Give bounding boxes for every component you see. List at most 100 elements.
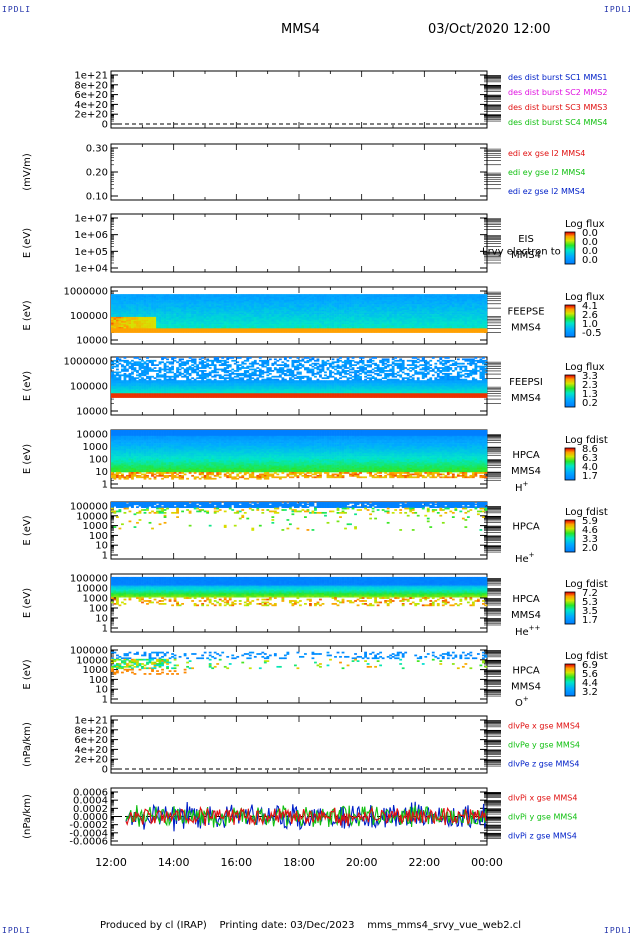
heatmap-cell xyxy=(444,331,447,333)
heatmap-cell xyxy=(126,364,129,366)
heatmap-cell xyxy=(179,331,182,333)
heatmap-cell xyxy=(194,331,197,333)
heatmap-cell xyxy=(259,331,262,333)
heatmap-cell xyxy=(359,331,362,333)
heatmap-cell xyxy=(134,331,137,333)
heatmap-cell xyxy=(289,331,292,333)
y-axis-label: E (eV) xyxy=(22,371,33,401)
heatmap-cell xyxy=(334,331,337,333)
heatmap-cell xyxy=(249,331,252,333)
heatmap-cell xyxy=(274,331,277,333)
heatmap-cell xyxy=(404,331,407,333)
y-tick-label: 0 xyxy=(102,120,108,131)
heatmap-cell xyxy=(312,331,315,333)
heatmap-cell xyxy=(309,331,312,333)
heatmap-cell xyxy=(414,331,417,333)
heatmap-cell xyxy=(239,331,242,333)
heatmap-cell xyxy=(121,370,124,372)
heatmap-cell xyxy=(139,369,142,371)
heatmap-cell xyxy=(474,331,477,333)
y-tick-label: 1e+05 xyxy=(74,247,108,258)
heatmap-cell xyxy=(304,331,307,333)
heatmap-cell xyxy=(169,331,172,333)
heatmap-cell xyxy=(214,331,217,333)
heatmap-cell xyxy=(181,331,184,333)
heatmap-cell xyxy=(221,331,224,333)
heatmap-cell xyxy=(457,331,460,333)
y-axis-label: (mV/m) xyxy=(22,153,33,191)
overlay-text: Lrvy electron to xyxy=(482,247,561,258)
heatmap-cell xyxy=(114,396,117,398)
heatmap-cell xyxy=(347,331,350,333)
legend-entry: des dist burst SC1 MMS1 xyxy=(508,73,607,82)
heatmap-cell xyxy=(136,331,139,333)
heatmap-cell xyxy=(327,331,330,333)
heatmap-cell xyxy=(114,360,117,362)
heatmap-cell xyxy=(199,331,202,333)
heatmap-cell xyxy=(302,331,305,333)
heatmap-cell xyxy=(216,331,219,333)
heatmap-cell xyxy=(121,396,124,398)
heatmap-cell xyxy=(432,331,435,333)
heatmap-cell xyxy=(281,331,284,333)
heatmap-cell xyxy=(139,376,142,378)
heatmap-cell xyxy=(119,360,122,362)
heatmap-cell xyxy=(129,363,132,365)
heatmap-cell xyxy=(319,331,322,333)
heatmap-cell xyxy=(136,364,139,366)
heatmap-cell xyxy=(464,331,467,333)
heatmap-cell xyxy=(377,331,380,333)
heatmap-cell xyxy=(176,331,179,333)
heatmap-cell xyxy=(136,377,139,379)
heatmap-cell xyxy=(484,331,487,333)
heatmap-cell xyxy=(294,331,297,333)
heatmap-cell xyxy=(299,331,302,333)
heatmap-cell xyxy=(244,331,247,333)
legend-entry: des dist burst SC3 MMS3 xyxy=(508,103,607,112)
heatmap-cell xyxy=(407,331,410,333)
heatmap-cell xyxy=(126,331,129,333)
heatmap-cell xyxy=(129,331,132,333)
heatmap-cell xyxy=(409,331,412,333)
heatmap-cell xyxy=(479,331,482,333)
heatmap-cell xyxy=(329,331,332,333)
heatmap-cell xyxy=(111,331,114,333)
heatmap-cell xyxy=(219,331,222,333)
heatmap-cell xyxy=(389,331,392,333)
heatmap-cell xyxy=(251,331,254,333)
heatmap-cell xyxy=(116,361,119,363)
heatmap-cell xyxy=(136,374,139,376)
heatmap-cell xyxy=(116,366,119,368)
heatmap-cell xyxy=(141,374,144,376)
heatmap-cell xyxy=(119,372,122,374)
heatmap-cell xyxy=(204,331,207,333)
heatmap-cell xyxy=(136,396,139,398)
heatmap-cell xyxy=(131,331,134,333)
heatmap-cell xyxy=(139,331,142,333)
heatmap-cell xyxy=(134,370,137,372)
heatmap-cell xyxy=(437,331,440,333)
panel-edi-e-gse: 0.300.200.10(mV/m)edi ex gse l2 MMS4edi … xyxy=(22,144,586,203)
heatmap-cell xyxy=(379,331,382,333)
heatmap-cell xyxy=(264,331,267,333)
y-axis-label: E (eV) xyxy=(22,228,33,258)
heatmap-cell xyxy=(412,331,415,333)
heatmap-cell xyxy=(439,331,442,333)
heatmap-cell xyxy=(126,396,129,398)
heatmap-cell xyxy=(139,396,142,398)
heatmap-cell xyxy=(322,331,325,333)
y-tick-label: 100000 xyxy=(70,311,108,322)
heatmap-cell xyxy=(434,331,437,333)
heatmap-cell xyxy=(269,331,272,333)
legend-entry: edi ey gse l2 MMS4 xyxy=(508,168,586,177)
instrument-label: FEEPSI xyxy=(509,377,543,388)
y-axis-label: E (eV) xyxy=(22,300,33,330)
heatmap-cell xyxy=(419,331,422,333)
heatmap-cell xyxy=(111,367,114,369)
heatmap-cell xyxy=(126,370,129,372)
heatmap-cell xyxy=(121,366,124,368)
legend-entry: edi ez gse l2 MMS4 xyxy=(508,187,585,196)
